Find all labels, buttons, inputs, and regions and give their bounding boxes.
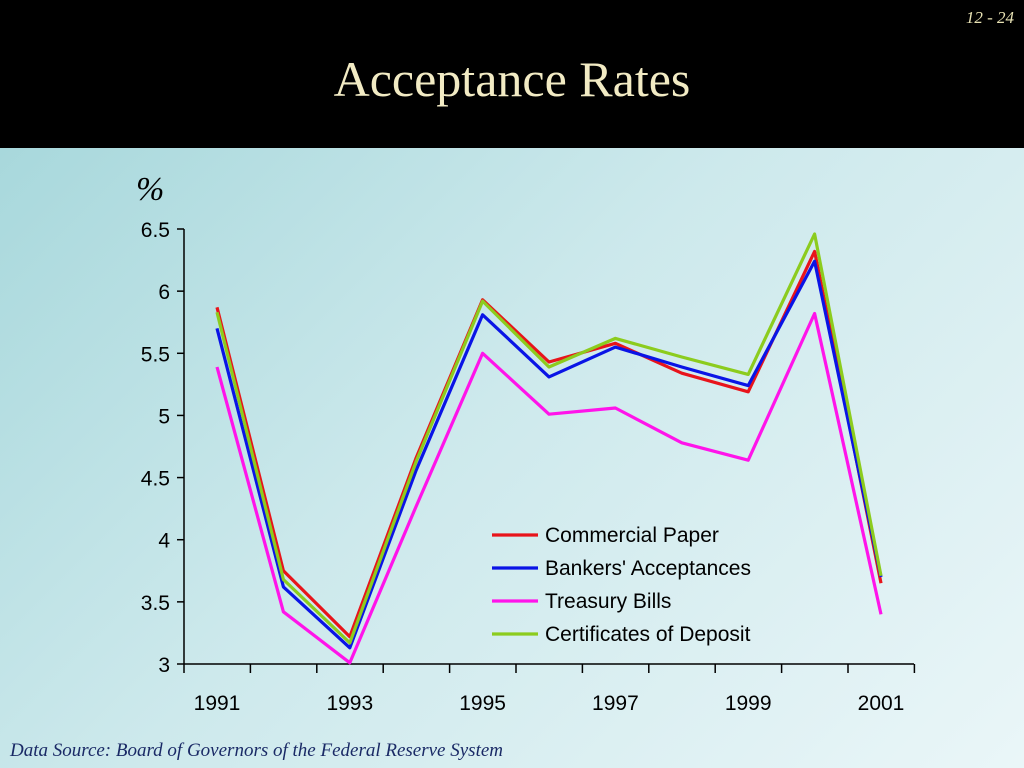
legend-label: Certificates of Deposit [545,623,751,646]
chart-axes: % 6.5 6 5.5 5 4.5 4 3.5 3 1991 1993 1995 1997 1999 200… [136,171,916,715]
y-tick-label: 3 [158,654,170,677]
series-line [215,259,883,650]
x-tick-label: 1997 [592,692,639,715]
y-axis-label: % [136,171,164,208]
slide-number: 12 - 24 [965,8,1014,27]
series-line [215,232,883,645]
series-line [215,311,883,665]
y-tick-label: 5 [158,405,170,428]
y-tick-label: 5.5 [141,343,170,366]
y-tick-label: 4.5 [141,468,170,491]
x-tick-label: 1993 [326,692,373,715]
x-tick-label: 1995 [459,692,506,715]
x-tick-label: 1999 [725,692,772,715]
chart-legend: Commercial Paper Bankers' Acceptances Trea… [492,524,751,646]
legend-label: Treasury Bills [545,590,671,613]
y-tick-label: 3.5 [141,592,170,615]
slide-title: Acceptance Rates [333,51,691,107]
legend-label: Commercial Paper [545,524,719,547]
y-tick-label: 6 [158,281,170,304]
x-tick-label: 2001 [858,692,905,715]
data-source-note: Data Source: Board of Governors of the F… [10,740,503,761]
chart-series [215,232,883,665]
x-tick-label: 1991 [194,692,241,715]
legend-label: Bankers' Acceptances [545,557,751,580]
slide-header: 12 - 24 Acceptance Rates [0,0,1024,148]
y-tick-label: 4 [158,530,170,553]
y-tick-label: 6.5 [141,219,170,242]
